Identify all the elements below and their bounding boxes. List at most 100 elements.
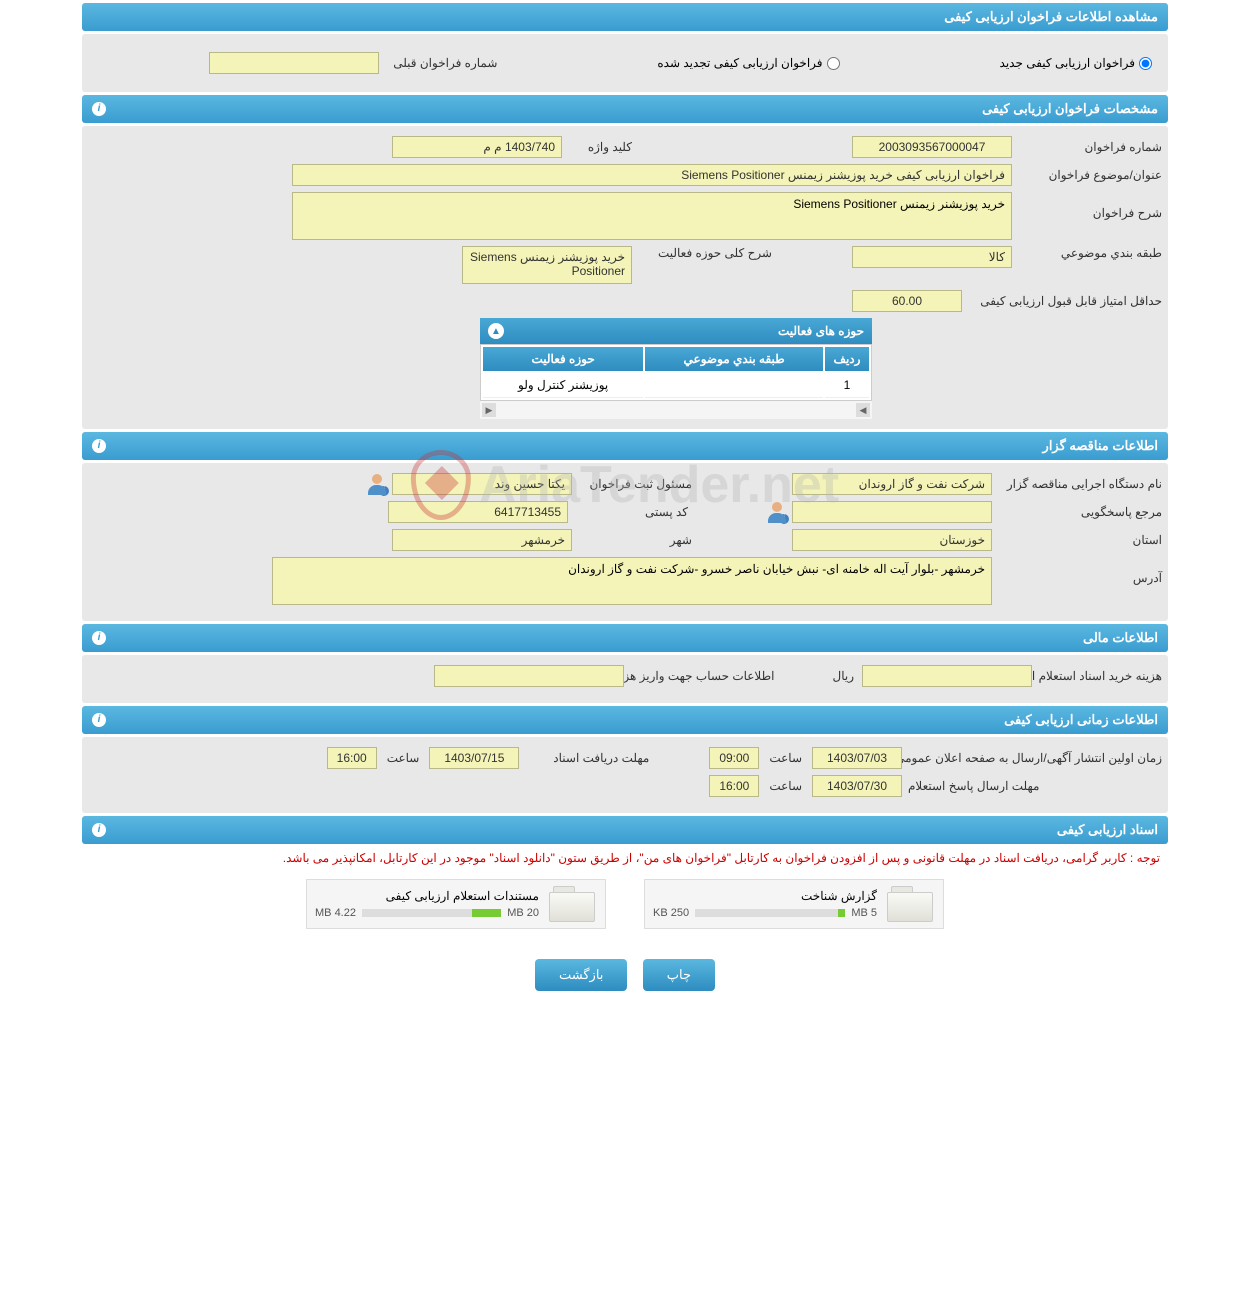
- financial-header-title: اطلاعات مالی: [1083, 630, 1158, 646]
- province-label: استان: [992, 533, 1162, 547]
- scope-desc-label: شرح کلی حوزه فعالیت: [632, 246, 772, 260]
- category-field: کالا: [852, 246, 1012, 268]
- cell-category: [645, 373, 823, 398]
- spec-body: شماره فراخوان 2003093567000047 کلید واژه…: [82, 126, 1168, 429]
- min-score-label: حداقل امتیاز قابل قبول ارزیابی کیفی: [962, 294, 1162, 308]
- keyword-label: کلید واژه: [562, 140, 632, 154]
- activities-header: حوزه های فعالیت ▲: [480, 318, 872, 344]
- number-label: شماره فراخوان: [1012, 140, 1162, 154]
- response-hour-field: 16:00: [709, 775, 759, 797]
- spec-header: مشخصات فراخوان ارزیابی کیفی i: [82, 95, 1168, 123]
- spec-header-title: مشخصات فراخوان ارزیابی کیفی: [982, 101, 1158, 117]
- scroll-left-icon[interactable]: ◀: [856, 403, 870, 417]
- number-field: 2003093567000047: [852, 136, 1012, 158]
- publish-hour-field: 09:00: [709, 747, 759, 769]
- publish-hour-label: ساعت: [759, 751, 812, 765]
- file-used: 250 KB: [653, 907, 689, 919]
- file-card[interactable]: مستندات استعلام ارزیابی کیفی 20 MB 4.22 …: [306, 879, 606, 929]
- collapse-icon[interactable]: ▲: [488, 323, 504, 339]
- title-label: عنوان/موضوع فراخوان: [1012, 168, 1162, 182]
- file-total: 5 MB: [851, 907, 877, 919]
- province-field: خوزستان: [792, 529, 992, 551]
- docs-notice: توجه : کاربر گرامی، دریافت اسناد در مهلت…: [82, 847, 1168, 869]
- financial-body: هزینه خرید اسناد استعلام ارزیابی کیفی ری…: [82, 655, 1168, 703]
- back-button[interactable]: بازگشت: [535, 959, 627, 991]
- address-label: آدرس: [992, 557, 1162, 585]
- account-field: [434, 665, 624, 687]
- radio-new[interactable]: [1139, 57, 1152, 70]
- folder-icon: [549, 886, 597, 922]
- activities-title: حوزه های فعالیت: [778, 324, 864, 338]
- registrant-field: یکتا حسین وند: [392, 473, 572, 495]
- scope-desc-field: خرید پوزیشنر زیمنس Siemens Positioner: [462, 246, 632, 284]
- account-label: اطلاعات حساب جهت واریز هزینه خرید اسناد: [624, 669, 774, 683]
- user-icon: i: [766, 501, 788, 523]
- receive-hour-field: 16:00: [327, 747, 377, 769]
- radio-renewed-text: فراخوان ارزیابی کیفی تجدید شده: [657, 56, 822, 70]
- radio-renewed[interactable]: [827, 57, 840, 70]
- file-card[interactable]: گزارش شناخت 5 MB 250 KB: [644, 879, 944, 929]
- title-field: فراخوان ارزیابی کیفی خرید پوزیشنر زیمنس …: [292, 164, 1012, 186]
- tenderer-header-title: اطلاعات مناقصه گزار: [1043, 438, 1158, 454]
- cost-field: [862, 665, 1032, 687]
- timing-body: زمان اولین انتشار آگهی/ارسال به صفحه اعل…: [82, 737, 1168, 813]
- main-header-title: مشاهده اطلاعات فراخوان ارزیابی کیفی: [944, 9, 1158, 25]
- activities-table: ردیف طبقه بندي موضوعي حوزه فعالیت 1 پوزی…: [480, 344, 872, 401]
- response-hour-label: ساعت: [759, 779, 812, 793]
- prev-number-label: شماره فراخوان قبلی: [387, 56, 497, 70]
- responder-field: [792, 501, 992, 523]
- desc-field: خرید پوزیشنر زیمنس Siemens Positioner: [292, 192, 1012, 240]
- table-row: 1 پوزیشنر کنترل ولو: [483, 373, 869, 398]
- tenderer-body: نام دستگاه اجرایی مناقصه گزار شرکت نفت و…: [82, 463, 1168, 621]
- timing-header: اطلاعات زمانی ارزیابی کیفی i: [82, 706, 1168, 734]
- main-header: مشاهده اطلاعات فراخوان ارزیابی کیفی: [82, 3, 1168, 31]
- activities-container: حوزه های فعالیت ▲ ردیف طبقه بندي موضوعي …: [88, 318, 872, 419]
- progress-bar: [362, 909, 501, 917]
- desc-label: شرح فراخوان: [1012, 192, 1162, 220]
- min-score-field: 60.00: [852, 290, 962, 312]
- file-total: 20 MB: [507, 907, 539, 919]
- currency-label: ریال: [824, 669, 862, 683]
- activities-scrollbar[interactable]: ◀ ▶: [480, 401, 872, 419]
- address-field: خرمشهر -بلوار آیت اله خامنه ای- نبش خیاب…: [272, 557, 992, 605]
- tenderer-header: اطلاعات مناقصه گزار i: [82, 432, 1168, 460]
- timing-header-title: اطلاعات زمانی ارزیابی کیفی: [1004, 712, 1158, 728]
- category-label: طبقه بندي موضوعي: [1012, 246, 1162, 260]
- prev-number-field: [209, 52, 379, 74]
- table-header-row: ردیف طبقه بندي موضوعي حوزه فعالیت: [483, 347, 869, 371]
- radio-new-text: فراخوان ارزیابی کیفی جدید: [1000, 56, 1135, 70]
- info-icon: i: [92, 713, 106, 727]
- publish-label: زمان اولین انتشار آگهی/ارسال به صفحه اعل…: [902, 751, 1162, 765]
- org-field: شرکت نفت و گاز اروندان: [792, 473, 992, 495]
- file-name: گزارش شناخت: [653, 889, 877, 903]
- registrant-label: مسئول ثبت فراخوان: [572, 477, 692, 491]
- type-section: فراخوان ارزیابی کیفی جدید فراخوان ارزیاب…: [82, 34, 1168, 92]
- print-button[interactable]: چاپ: [643, 959, 715, 991]
- keyword-field: 1403/740 م م: [392, 136, 562, 158]
- radio-new-label[interactable]: فراخوان ارزیابی کیفی جدید: [1000, 56, 1152, 70]
- receive-label: مهلت دریافت اسناد: [519, 751, 649, 765]
- file-used: 4.22 MB: [315, 907, 356, 919]
- city-label: شهر: [572, 533, 692, 547]
- postal-label: کد پستی: [568, 505, 688, 519]
- city-field: خرمشهر: [392, 529, 572, 551]
- response-date-field: 1403/07/30: [812, 775, 902, 797]
- progress-bar: [695, 909, 845, 917]
- response-label: مهلت ارسال پاسخ استعلام: [902, 779, 1162, 793]
- publish-date-field: 1403/07/03: [812, 747, 902, 769]
- col-category: طبقه بندي موضوعي: [645, 347, 823, 371]
- org-label: نام دستگاه اجرایی مناقصه گزار: [992, 477, 1162, 491]
- file-cards: گزارش شناخت 5 MB 250 KB مستندات استعلام …: [82, 869, 1168, 939]
- info-icon: i: [92, 631, 106, 645]
- cost-label: هزینه خرید اسناد استعلام ارزیابی کیفی: [1032, 669, 1162, 683]
- receive-date-field: 1403/07/15: [429, 747, 519, 769]
- user-icon: i: [366, 473, 388, 495]
- col-rownum: ردیف: [825, 347, 869, 371]
- scroll-right-icon[interactable]: ▶: [482, 403, 496, 417]
- cell-scope: پوزیشنر کنترل ولو: [483, 373, 643, 398]
- radio-renewed-label[interactable]: فراخوان ارزیابی کیفی تجدید شده: [657, 56, 839, 70]
- postal-field: 6417713455: [388, 501, 568, 523]
- receive-hour-label: ساعت: [377, 751, 430, 765]
- docs-header: اسناد ارزیابی کیفی i: [82, 816, 1168, 844]
- info-icon: i: [92, 439, 106, 453]
